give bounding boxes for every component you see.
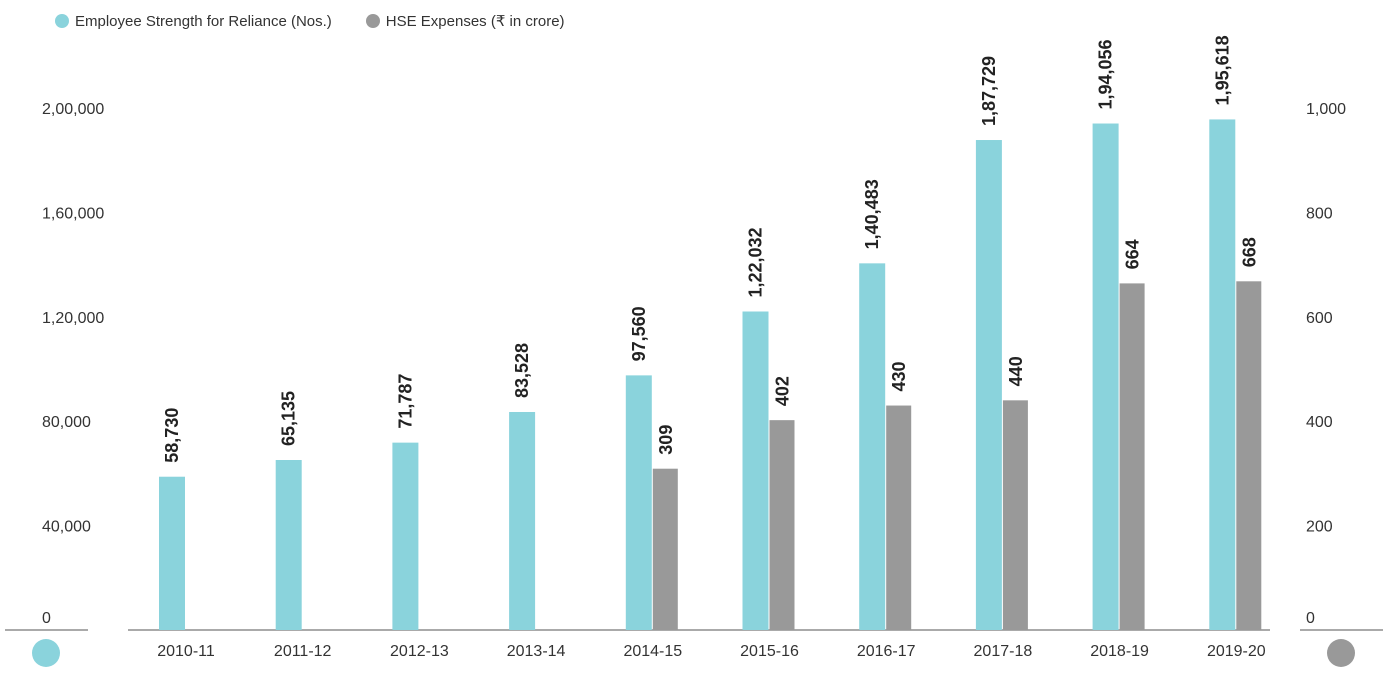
x-axis-category-label: 2017-18	[974, 643, 1033, 660]
data-label-employee: 71,787	[395, 374, 415, 429]
left-axis-series-marker	[32, 639, 60, 667]
right-axis-series-marker	[1327, 639, 1355, 667]
data-label-employee: 58,730	[162, 408, 182, 463]
legend-label-employee: Employee Strength for Reliance (Nos.)	[75, 12, 332, 30]
x-axis-category-label: 2011-12	[274, 643, 332, 660]
left-axis-tick-label: 80,000	[42, 414, 91, 431]
right-axis-tick-label: 0	[1306, 610, 1315, 627]
data-label-employee: 65,135	[279, 391, 299, 446]
data-label-hse: 664	[1123, 239, 1143, 269]
data-label-employee: 1,40,483	[862, 179, 882, 249]
x-axis-category-label: 2013-14	[507, 643, 566, 660]
data-label-employee: 97,560	[629, 306, 649, 361]
bar-hse	[1002, 400, 1028, 630]
right-axis-tick-label: 1,000	[1306, 101, 1346, 118]
legend-item-hse: HSE Expenses (₹ in crore)	[365, 12, 565, 30]
bar-hse	[886, 405, 912, 630]
bar-employee	[159, 476, 185, 630]
x-axis-category-label: 2016-17	[857, 643, 916, 660]
data-label-hse: 430	[889, 361, 909, 391]
left-axis-tick-label: 1,20,000	[42, 310, 104, 327]
bar-employee	[392, 442, 419, 630]
bar-employee	[1209, 119, 1236, 631]
data-label-employee: 1,95,618	[1212, 35, 1232, 105]
bar-employee	[1092, 123, 1119, 630]
x-axis-category-label: 2018-19	[1090, 643, 1149, 660]
bar-hse	[769, 420, 795, 630]
data-label-employee: 1,94,056	[1096, 39, 1116, 109]
x-axis-category-label: 2015-16	[740, 643, 799, 660]
data-label-hse: 440	[1006, 356, 1026, 386]
legend-label-hse: HSE Expenses (₹ in crore)	[385, 13, 565, 30]
bar-employee	[742, 311, 769, 630]
bar-employee	[625, 375, 652, 630]
data-label-employee: 83,528	[512, 343, 532, 398]
x-axis-category-label: 2019-20	[1207, 643, 1266, 660]
bar-hse	[1236, 281, 1262, 630]
left-axis-tick-label: 0	[42, 610, 51, 627]
data-label-hse: 668	[1239, 237, 1259, 267]
left-axis-tick-label: 2,00,000	[42, 101, 104, 118]
data-label-hse: 402	[773, 376, 793, 406]
legend-swatch-hse	[365, 14, 380, 28]
bar-hse	[1119, 283, 1145, 630]
chart-legend: Employee Strength for Reliance (Nos.) HS…	[55, 12, 565, 30]
data-label-hse: 309	[656, 425, 676, 455]
bar-employee	[509, 411, 536, 630]
bar-employee	[275, 459, 302, 630]
left-axis-tick-label: 1,60,000	[42, 205, 104, 222]
legend-swatch-employee	[55, 14, 69, 28]
right-axis-tick-label: 600	[1306, 310, 1333, 327]
right-axis-tick-label: 400	[1306, 414, 1333, 431]
x-axis-category-label: 2012-13	[390, 643, 449, 660]
left-axis-tick-label: 40,000	[42, 519, 91, 536]
x-axis-category-label: 2014-15	[623, 643, 682, 660]
legend-item-employee: Employee Strength for Reliance (Nos.)	[55, 12, 332, 30]
right-axis-tick-label: 800	[1306, 205, 1333, 222]
bar-employee	[859, 263, 886, 630]
x-axis-category-label: 2010-11	[157, 643, 215, 660]
right-axis-tick-label: 200	[1306, 519, 1333, 536]
data-label-employee: 1,87,729	[979, 56, 999, 126]
bar-employee	[975, 140, 1002, 630]
bar-hse	[652, 468, 678, 630]
data-label-employee: 1,22,032	[746, 227, 766, 297]
